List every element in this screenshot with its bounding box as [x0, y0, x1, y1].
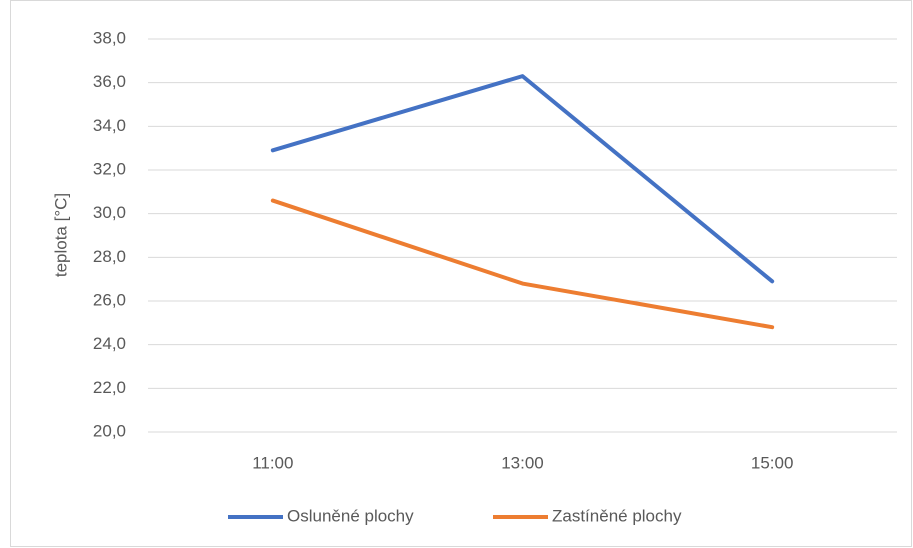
y-tick-label: 24,0	[93, 334, 126, 353]
y-tick-label: 34,0	[93, 116, 126, 135]
y-tick-label: 28,0	[93, 247, 126, 266]
legend-label: Zastíněné plochy	[552, 506, 682, 525]
data-line	[270, 74, 775, 284]
y-tick-label: 26,0	[93, 290, 126, 309]
x-tick-label: 15:00	[751, 453, 794, 472]
y-tick-label: 20,0	[93, 421, 126, 440]
legend-label: Osluněné plochy	[287, 506, 414, 525]
y-tick-label: 32,0	[93, 159, 126, 178]
y-tick-label: 30,0	[93, 203, 126, 222]
data-line	[270, 198, 775, 330]
y-axis-label: teplota [°C]	[51, 193, 70, 277]
y-tick-label: 36,0	[93, 72, 126, 91]
x-tick-label: 11:00	[252, 453, 293, 472]
x-tick-label: 13:00	[501, 453, 544, 472]
y-tick-label: 38,0	[93, 28, 126, 47]
y-tick-label: 22,0	[93, 378, 126, 397]
